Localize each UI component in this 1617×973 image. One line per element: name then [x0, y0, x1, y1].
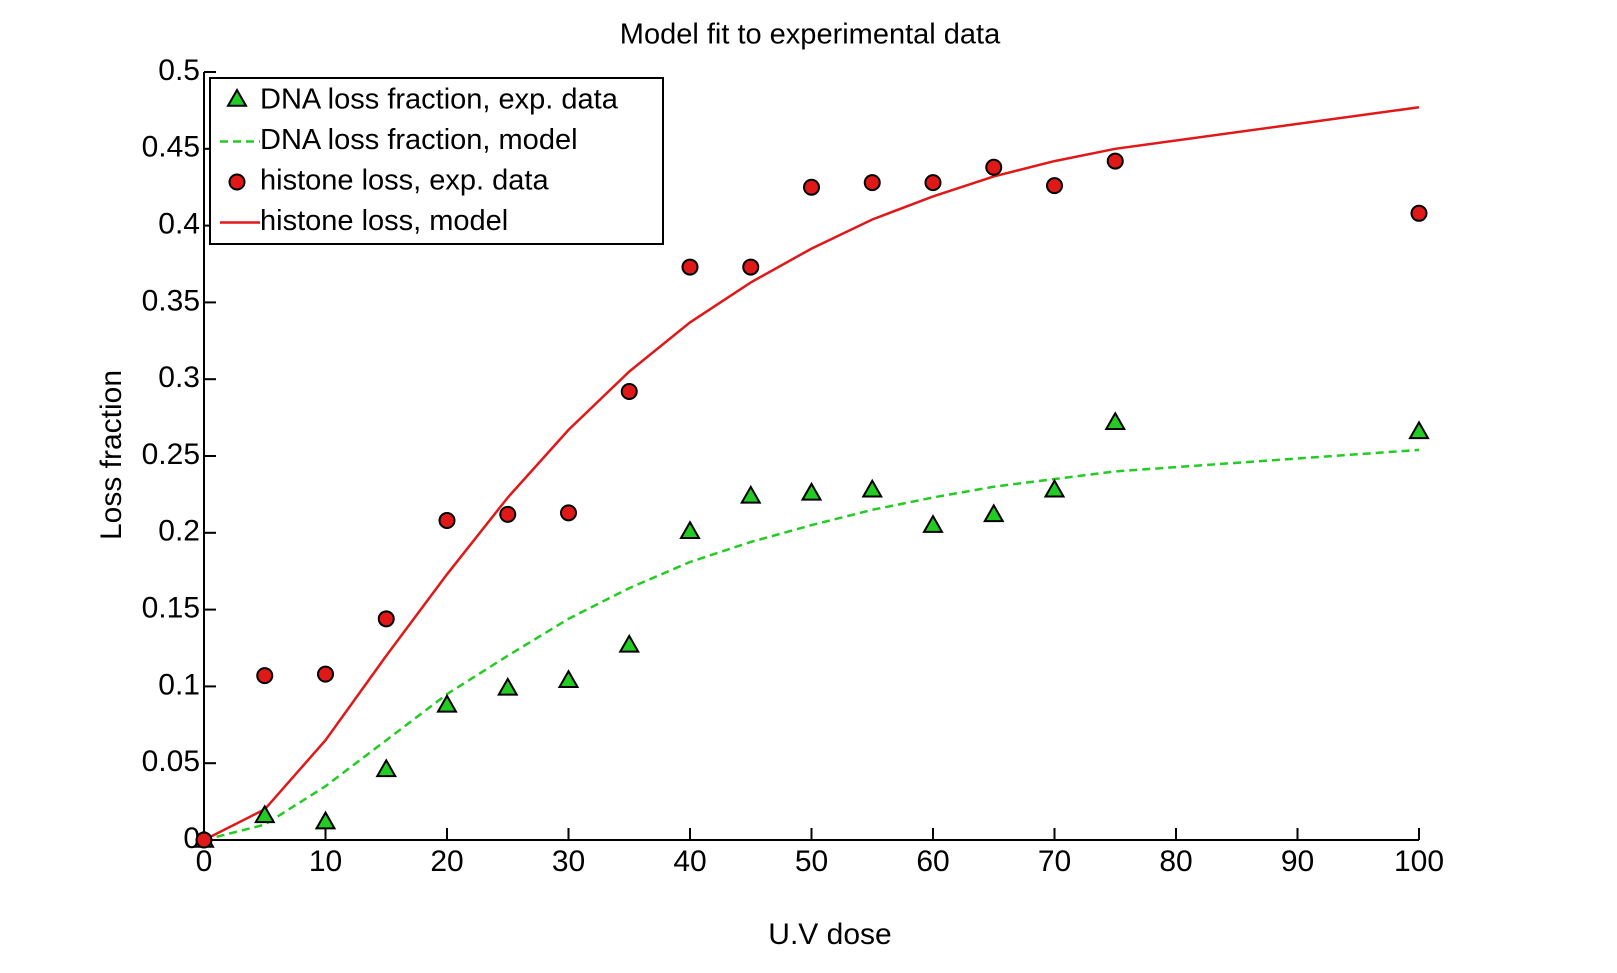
chart-title: Model fit to experimental data [620, 19, 1001, 51]
data-point [560, 504, 577, 522]
data-point [254, 804, 276, 824]
data-point [863, 174, 881, 192]
y-tick-label: 0.3 [158, 361, 200, 394]
data-point [375, 758, 397, 778]
data-point [557, 669, 580, 689]
data-point [1106, 152, 1124, 170]
plot-area [193, 106, 1430, 849]
series-line [203, 106, 1420, 842]
data-point [618, 633, 640, 653]
x-tick-label: 30 [552, 845, 585, 878]
data-point [800, 481, 823, 501]
legend-label: DNA loss fraction, model [260, 124, 578, 156]
data-point [317, 665, 334, 683]
data-point [1043, 478, 1066, 498]
data-point [1410, 204, 1428, 222]
data-point [681, 258, 699, 276]
x-tick-label: 60 [916, 845, 949, 878]
x-tick-label: 20 [430, 845, 463, 878]
data-point [1104, 411, 1126, 430]
data-point [314, 810, 337, 830]
x-tick-label: 70 [1038, 845, 1071, 878]
y-tick-label: 0.05 [142, 745, 200, 778]
data-point [742, 258, 760, 276]
y-tick-label: 0.2 [158, 515, 200, 548]
x-tick-label: 0 [196, 845, 213, 878]
legend-marker [226, 87, 248, 107]
x-tick-label: 50 [795, 845, 828, 878]
data-point [1408, 420, 1430, 440]
y-tick-label: 0.1 [158, 668, 200, 701]
data-point [1046, 177, 1063, 195]
data-point [195, 831, 213, 849]
data-point [740, 484, 762, 504]
data-point [436, 693, 458, 713]
y-tick-label: 0.15 [142, 592, 200, 625]
legend: DNA loss fraction, exp. data DNA loss fra… [209, 77, 664, 245]
x-tick-label: 100 [1394, 845, 1444, 878]
data-point [924, 174, 942, 192]
data-point [803, 178, 820, 196]
data-point [497, 676, 519, 696]
x-axis-label: U.V dose [768, 918, 891, 951]
y-tick-label: 0.25 [142, 438, 200, 471]
data-point [922, 514, 944, 533]
legend-label: DNA loss fraction, exp. data [260, 84, 619, 116]
y-tick-label: 0.5 [158, 54, 200, 87]
y-tick-label: 0.45 [142, 131, 200, 164]
y-tick-label: 0.4 [158, 208, 200, 241]
x-tick-label: 80 [1159, 845, 1192, 878]
data-point [679, 520, 701, 540]
data-point [438, 512, 456, 530]
series-line [203, 448, 1420, 842]
data-point [499, 505, 517, 523]
data-point [377, 610, 395, 628]
data-point [256, 667, 274, 685]
y-axis-label: Loss fraction [95, 370, 128, 540]
y-tick-label: 0.35 [142, 284, 200, 317]
data-point [985, 158, 1003, 176]
legend-label: histone loss, model [260, 205, 508, 237]
x-tick-label: 10 [309, 845, 342, 878]
legend-box [209, 77, 664, 245]
data-point [620, 382, 638, 400]
x-tick-label: 40 [673, 845, 706, 878]
x-tick-label: 90 [1281, 845, 1314, 878]
data-point [983, 503, 1005, 523]
legend-label: histone loss, exp. data [260, 165, 549, 197]
data-point [861, 478, 883, 498]
axes: 0 10 20 30 40 50 60 70 80 90 10000.050.10.150.20.2… [142, 54, 1444, 878]
legend-marker [228, 173, 246, 191]
